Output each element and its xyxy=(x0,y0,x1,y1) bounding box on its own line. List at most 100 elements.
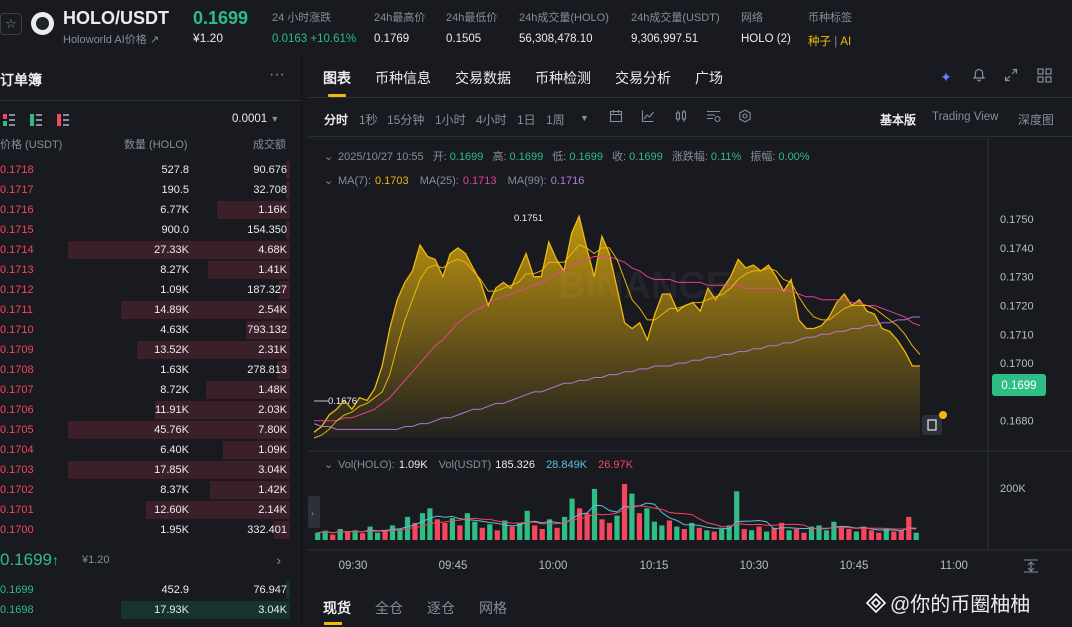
mid-price[interactable]: 0.1699↑ xyxy=(0,550,59,570)
bids-only-view-icon[interactable] xyxy=(30,114,42,126)
ask-row[interactable]: 0.1705 45.76K 7.80K xyxy=(0,420,290,440)
interval-1d[interactable]: 1日 xyxy=(517,113,536,127)
view-tradingview[interactable]: Trading View xyxy=(932,111,999,123)
drawing-tools-icon[interactable] xyxy=(705,109,721,125)
stat-value: 9,306,997.51 xyxy=(631,33,699,45)
volume-bar xyxy=(479,527,485,540)
both-sides-view-icon[interactable] xyxy=(3,114,15,126)
row-total: 32.708 xyxy=(253,184,287,196)
layout-grid-icon[interactable] xyxy=(1035,68,1053,86)
collapse-ma-chevron-icon[interactable]: ⌄ xyxy=(324,175,333,187)
tag-seed[interactable]: 种子 xyxy=(808,36,831,48)
candlestick-icon[interactable] xyxy=(673,109,689,125)
ask-row[interactable]: 0.1711 14.89K 2.54K xyxy=(0,300,290,320)
ma7-value: 0.1703 xyxy=(375,175,409,187)
more-options-icon[interactable]: ··· xyxy=(269,66,285,83)
ask-row[interactable]: 0.1716 6.77K 1.16K xyxy=(0,200,290,220)
fullscreen-icon[interactable] xyxy=(1002,68,1020,86)
row-total: 4.68K xyxy=(258,244,287,256)
tab-spot[interactable]: 现货 xyxy=(323,600,351,616)
tab-trade-analysis[interactable]: 交易分析 xyxy=(615,70,671,86)
vol-ma2-value: 26.97K xyxy=(598,459,634,471)
ask-row[interactable]: 0.1703 17.85K 3.04K xyxy=(0,460,290,480)
replay-icon[interactable] xyxy=(922,415,942,435)
ask-row[interactable]: 0.1718 527.8 90.676 xyxy=(0,160,290,180)
row-price: 0.1715 xyxy=(0,224,34,236)
ask-row[interactable]: 0.1701 12.60K 2.14K xyxy=(0,500,290,520)
left-scroll-handle[interactable] xyxy=(308,496,320,528)
asks-only-view-icon[interactable] xyxy=(57,114,69,126)
ask-row[interactable]: 0.1706 11.91K 2.03K xyxy=(0,400,290,420)
collapse-chevron-icon[interactable]: ⌄ xyxy=(324,151,333,163)
tab-trading-data[interactable]: 交易数据 xyxy=(455,70,511,86)
ask-row[interactable]: 0.1717 190.5 32.708 xyxy=(0,180,290,200)
collapse-vol-chevron-icon[interactable]: ⌄ xyxy=(324,459,333,471)
volume-bar xyxy=(397,529,403,540)
depth-bar xyxy=(277,361,290,379)
view-depth[interactable]: 深度图 xyxy=(1018,113,1055,127)
chevron-right-icon[interactable]: › xyxy=(276,552,281,568)
ma7-line xyxy=(313,244,921,439)
vol-usdt-value: 185.326 xyxy=(495,459,535,471)
interval-4h[interactable]: 4小时 xyxy=(476,113,507,127)
volume-bar xyxy=(779,522,785,540)
ask-row[interactable]: 0.1715 900.0 154.350 xyxy=(0,220,290,240)
tab-coin-info[interactable]: 币种信息 xyxy=(375,70,431,86)
precision-select[interactable]: 0.0001 ▼ xyxy=(232,113,279,125)
tab-isolated[interactable]: 逐仓 xyxy=(427,600,455,616)
bell-icon[interactable] xyxy=(970,68,988,86)
axis-reset-icon[interactable] xyxy=(1024,559,1038,573)
settings-icon[interactable] xyxy=(737,109,753,125)
ask-row[interactable]: 0.1704 6.40K 1.09K xyxy=(0,440,290,460)
ask-row[interactable]: 0.1700 1.95K 332.401 xyxy=(0,520,290,540)
tab-cross[interactable]: 全仓 xyxy=(375,600,403,616)
pair-name[interactable]: HOLO/USDT xyxy=(63,8,169,28)
pair-subtitle-link[interactable]: Holoworld AI价格 ↗ xyxy=(63,31,159,47)
current-price-tag-text: 0.1699 xyxy=(1001,380,1036,392)
interval-1s[interactable]: 1秒 xyxy=(359,113,378,127)
row-quantity: 13.52K xyxy=(154,344,189,356)
price-chart[interactable]: BINANCE 0.17500.17400.17300.17200.17100.… xyxy=(308,138,1072,580)
interval-1w[interactable]: 1周 xyxy=(546,113,565,127)
info-open: 0.1699 xyxy=(450,151,484,163)
stat-value[interactable]: HOLO (2) xyxy=(741,33,791,45)
row-quantity: 8.27K xyxy=(160,264,189,276)
tab-grid[interactable]: 网格 xyxy=(479,600,507,616)
view-basic[interactable]: 基本版 xyxy=(880,113,917,127)
row-price: 0.1700 xyxy=(0,524,34,536)
row-total: 154.350 xyxy=(247,224,287,236)
interval-15m[interactable]: 15分钟 xyxy=(387,113,425,127)
depth-bar xyxy=(155,401,290,419)
row-price: 0.1711 xyxy=(0,304,33,316)
interval-line[interactable]: 分时 xyxy=(324,113,349,127)
tab-coin-check[interactable]: 币种检测 xyxy=(535,70,591,86)
row-price: 0.1716 xyxy=(0,204,34,216)
ask-row[interactable]: 0.1712 1.09K 187.327 xyxy=(0,280,290,300)
tab-chart[interactable]: 图表 xyxy=(323,70,351,86)
interval-1h[interactable]: 1小时 xyxy=(435,113,466,127)
info-high: 0.1699 xyxy=(510,151,544,163)
volume-bar xyxy=(494,530,500,540)
more-intervals-chevron-icon[interactable]: ▼ xyxy=(580,113,589,123)
ask-row[interactable]: 0.1702 8.37K 1.42K xyxy=(0,480,290,500)
info-high-label: 高: xyxy=(492,149,506,163)
row-quantity: 190.5 xyxy=(161,184,189,196)
favorite-star-icon[interactable]: ☆ xyxy=(0,13,22,35)
ai-sparkle-icon[interactable]: ✦ xyxy=(940,69,952,85)
row-quantity: 17.85K xyxy=(154,464,189,476)
calendar-icon[interactable] xyxy=(608,109,624,125)
ask-row[interactable]: 0.1708 1.63K 278.813 xyxy=(0,360,290,380)
ask-row[interactable]: 0.1714 27.33K 4.68K xyxy=(0,240,290,260)
ask-row[interactable]: 0.1710 4.63K 793.132 xyxy=(0,320,290,340)
tab-square[interactable]: 广场 xyxy=(695,70,723,86)
bid-row[interactable]: 0.1699 452.9 76.947 xyxy=(0,580,290,600)
ask-row[interactable]: 0.1709 13.52K 2.31K xyxy=(0,340,290,360)
ask-row[interactable]: 0.1707 8.72K 1.48K xyxy=(0,380,290,400)
ask-row[interactable]: 0.1713 8.27K 1.41K xyxy=(0,260,290,280)
bid-row[interactable]: 0.1698 17.93K 3.04K xyxy=(0,600,290,620)
row-total: 2.31K xyxy=(258,344,287,356)
indicator-icon[interactable] xyxy=(640,109,656,125)
tag-ai[interactable]: AI xyxy=(840,36,852,48)
volume-bar xyxy=(861,526,867,540)
price-tick: 0.1700 xyxy=(1000,358,1034,370)
